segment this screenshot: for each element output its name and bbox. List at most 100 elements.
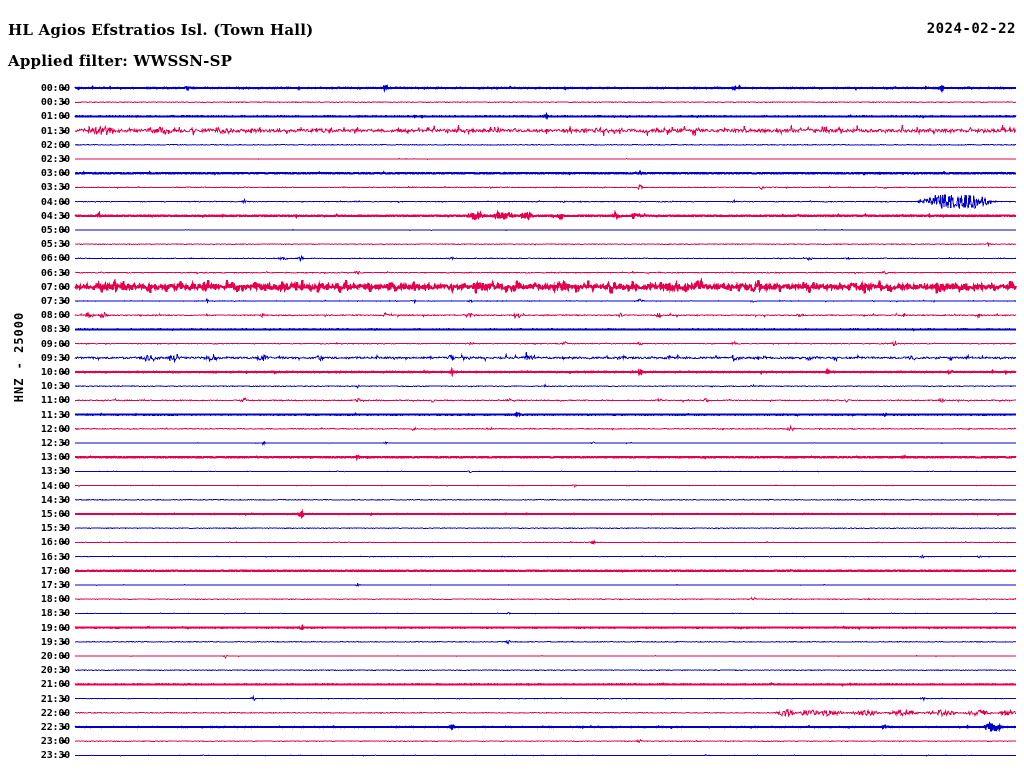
trace-0530 (74, 241, 1017, 248)
axis-tick (62, 484, 65, 488)
trace-1000 (74, 366, 1017, 378)
trace-1300 (74, 454, 1017, 461)
time-label-0200: 02:00 (40, 139, 70, 151)
time-label-1700: 17:00 (40, 565, 70, 577)
time-label-2230: 22:30 (40, 722, 70, 733)
axis-tick (62, 470, 65, 474)
trace-0600 (74, 254, 1017, 263)
axis-tick (62, 413, 65, 417)
axis-tick (62, 640, 65, 644)
trace-1200 (74, 424, 1017, 432)
time-label-0900: 09:00 (40, 338, 70, 350)
time-label-0600: 06:00 (40, 253, 70, 265)
axis-tick (62, 229, 65, 232)
axis-tick (62, 427, 65, 431)
axis-tick (62, 555, 65, 559)
time-label-0100: 01:00 (40, 111, 70, 123)
time-label-0430: 04:30 (40, 210, 70, 222)
axis-tick (62, 711, 65, 715)
time-label-1330: 13:30 (40, 466, 70, 478)
trace-1600 (74, 539, 1017, 546)
axis-tick (62, 314, 65, 318)
axis-tick (62, 328, 65, 332)
time-label-1430: 14:30 (40, 494, 70, 506)
trace-0630 (74, 270, 1017, 276)
time-label-1030: 10:30 (40, 381, 70, 393)
axis-tick (62, 626, 65, 630)
time-label-2100: 21:00 (40, 679, 70, 691)
time-label-0630: 06:30 (40, 267, 70, 279)
time-label-0530: 05:30 (40, 239, 70, 251)
time-label-1230: 12:30 (40, 438, 70, 449)
axis-tick (62, 143, 65, 147)
trace-0200 (74, 143, 1017, 147)
time-label-0700: 07:00 (40, 281, 70, 293)
axis-tick (62, 697, 65, 701)
trace-1730 (74, 582, 1017, 588)
axis-tick (62, 669, 65, 673)
time-label-2030: 20:30 (40, 665, 70, 677)
time-label-1500: 15:00 (40, 509, 70, 520)
trace-0100 (74, 111, 1017, 121)
time-label-1600: 16:00 (40, 537, 70, 549)
time-label-0130: 01:30 (40, 125, 70, 137)
axis-tick (62, 584, 65, 587)
time-label-1400: 14:00 (40, 480, 70, 492)
trace-2000 (74, 654, 1017, 659)
trace-0400 (74, 194, 1017, 210)
trace-1500 (74, 509, 1017, 520)
axis-tick (62, 172, 65, 176)
axis-tick (62, 498, 65, 502)
axis-tick (62, 740, 65, 744)
axis-tick (62, 257, 65, 261)
trace-0000 (74, 84, 1017, 93)
time-label-0300: 03:00 (40, 168, 70, 180)
axis-tick (62, 356, 65, 360)
time-label-2200: 22:00 (40, 707, 70, 719)
trace-0230 (74, 157, 1017, 160)
axis-tick (62, 598, 65, 602)
axis-tick (62, 243, 65, 247)
time-label-1900: 19:00 (40, 622, 70, 634)
trace-1030 (74, 383, 1017, 390)
axis-tick (62, 115, 65, 119)
trace-0300 (74, 169, 1017, 176)
axis-tick (62, 300, 65, 303)
axis-tick (62, 655, 65, 658)
axis-tick (62, 129, 65, 133)
trace-2300 (74, 738, 1017, 743)
page-title: HL Agios Efstratios Isl. (Town Hall) (8, 21, 314, 39)
axis-tick (62, 158, 65, 161)
trace-0430 (74, 209, 1017, 221)
time-label-0000: 00:00 (40, 83, 70, 94)
axis-tick (62, 101, 65, 105)
axis-tick (62, 271, 65, 275)
trace-1930 (74, 639, 1017, 645)
axis-tick (62, 214, 65, 218)
time-label-0800: 08:00 (40, 310, 70, 322)
time-label-0330: 03:30 (40, 182, 70, 194)
trace-0930 (74, 352, 1017, 364)
axis-tick (62, 683, 65, 687)
trace-0500 (74, 228, 1017, 232)
time-label-1930: 19:30 (40, 636, 70, 648)
time-label-1630: 16:30 (40, 551, 70, 563)
axis-tick (62, 200, 65, 204)
axis-tick (62, 399, 65, 403)
time-label-2130: 21:30 (40, 693, 70, 705)
time-label-1300: 13:00 (40, 452, 70, 464)
trace-0830 (74, 327, 1017, 332)
trace-1830 (74, 611, 1017, 615)
time-label-0830: 08:30 (40, 324, 70, 336)
axis-tick (62, 541, 65, 545)
trace-1700 (74, 568, 1017, 573)
trace-0800 (74, 310, 1017, 319)
trace-0730 (74, 297, 1017, 305)
axis-tick (62, 285, 65, 289)
axis-tick (62, 385, 65, 389)
time-label-2000: 20:00 (40, 651, 70, 662)
trace-0130 (74, 124, 1017, 137)
time-label-0930: 09:30 (40, 352, 70, 364)
trace-0330 (74, 183, 1017, 191)
